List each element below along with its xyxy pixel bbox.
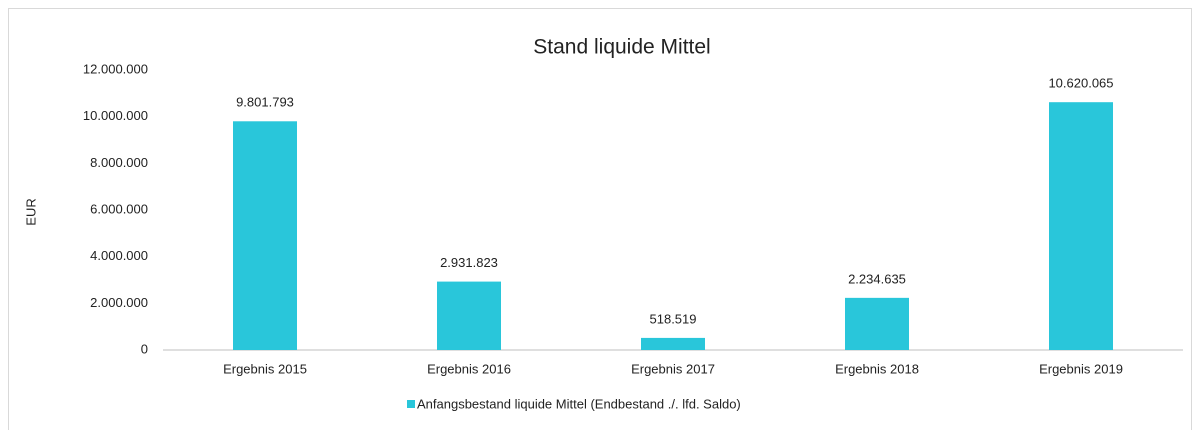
x-tick-label: Ergebnis 2016 (427, 361, 511, 376)
data-label: 2.931.823 (440, 255, 498, 270)
y-tick-label: 12.000.000 (83, 61, 148, 76)
data-label: 9.801.793 (236, 95, 294, 110)
y-tick-label: 8.000.000 (90, 155, 148, 170)
x-tick-label: Ergebnis 2015 (223, 361, 307, 376)
bar (845, 297, 909, 350)
chart-title: Stand liquide Mittel (533, 36, 710, 59)
y-tick-label: 6.000.000 (90, 201, 148, 216)
y-tick-label: 10.000.000 (83, 108, 148, 123)
data-label: 2.234.635 (848, 271, 906, 286)
bar (233, 121, 297, 350)
y-tick-label: 2.000.000 (90, 295, 148, 310)
chart-border (8, 8, 1192, 430)
bar (1049, 102, 1113, 350)
x-tick-label: Ergebnis 2019 (1039, 361, 1123, 376)
y-axis-title: EUR (23, 198, 38, 225)
legend-label: Anfangsbestand liquide Mittel (Endbestan… (417, 396, 741, 411)
legend-swatch (407, 400, 415, 408)
data-label: 518.519 (650, 311, 697, 326)
bar (641, 337, 705, 350)
bar (437, 281, 501, 350)
x-tick-label: Ergebnis 2017 (631, 361, 715, 376)
y-tick-label: 4.000.000 (90, 248, 148, 263)
y-tick-label: 0 (141, 341, 148, 356)
data-label: 10.620.065 (1048, 76, 1113, 91)
x-tick-label: Ergebnis 2018 (835, 361, 919, 376)
